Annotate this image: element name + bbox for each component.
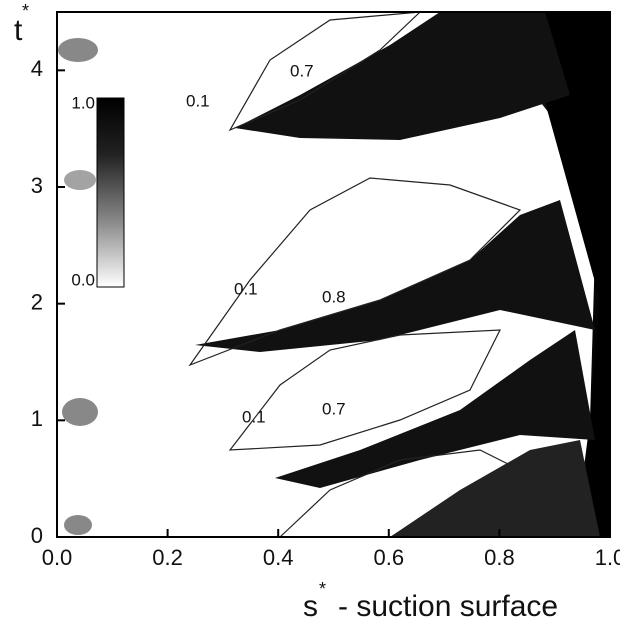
y-tick-label: 3 xyxy=(31,173,43,198)
contour-label: 0.1 xyxy=(234,279,258,298)
colorbar-label: 0.0 xyxy=(71,270,95,289)
x-tick-label: 1.0 xyxy=(595,545,620,570)
x-tick-label: 0.8 xyxy=(484,545,515,570)
x-tick-label: 0.6 xyxy=(374,545,405,570)
colorbar-label: 1.0 xyxy=(71,93,95,112)
x-tick-label: 0.2 xyxy=(152,545,183,570)
contour-label: 0.1 xyxy=(186,91,210,110)
y-axis-superscript: * xyxy=(22,1,29,21)
contour-label: 0.8 xyxy=(322,287,346,306)
contour-label: 0.7 xyxy=(290,61,314,80)
x-tick-label: 0.4 xyxy=(263,545,294,570)
y-tick-label: 0 xyxy=(31,523,43,548)
plot-frame xyxy=(56,11,611,538)
y-tick-label: 1 xyxy=(31,406,43,431)
x-axis-superscript: * xyxy=(319,579,326,599)
x-axis-symbol: s xyxy=(303,590,318,623)
contour-label: 0.7 xyxy=(322,399,346,418)
y-tick-label: 4 xyxy=(31,56,43,81)
y-axis-symbol: t xyxy=(14,14,23,47)
field xyxy=(58,11,610,538)
contour-label: 0.1 xyxy=(242,407,266,426)
x-tick-label: 0.0 xyxy=(42,545,73,570)
y-tick-label: 2 xyxy=(31,289,43,314)
x-axis-label: - suction surface xyxy=(338,590,558,623)
